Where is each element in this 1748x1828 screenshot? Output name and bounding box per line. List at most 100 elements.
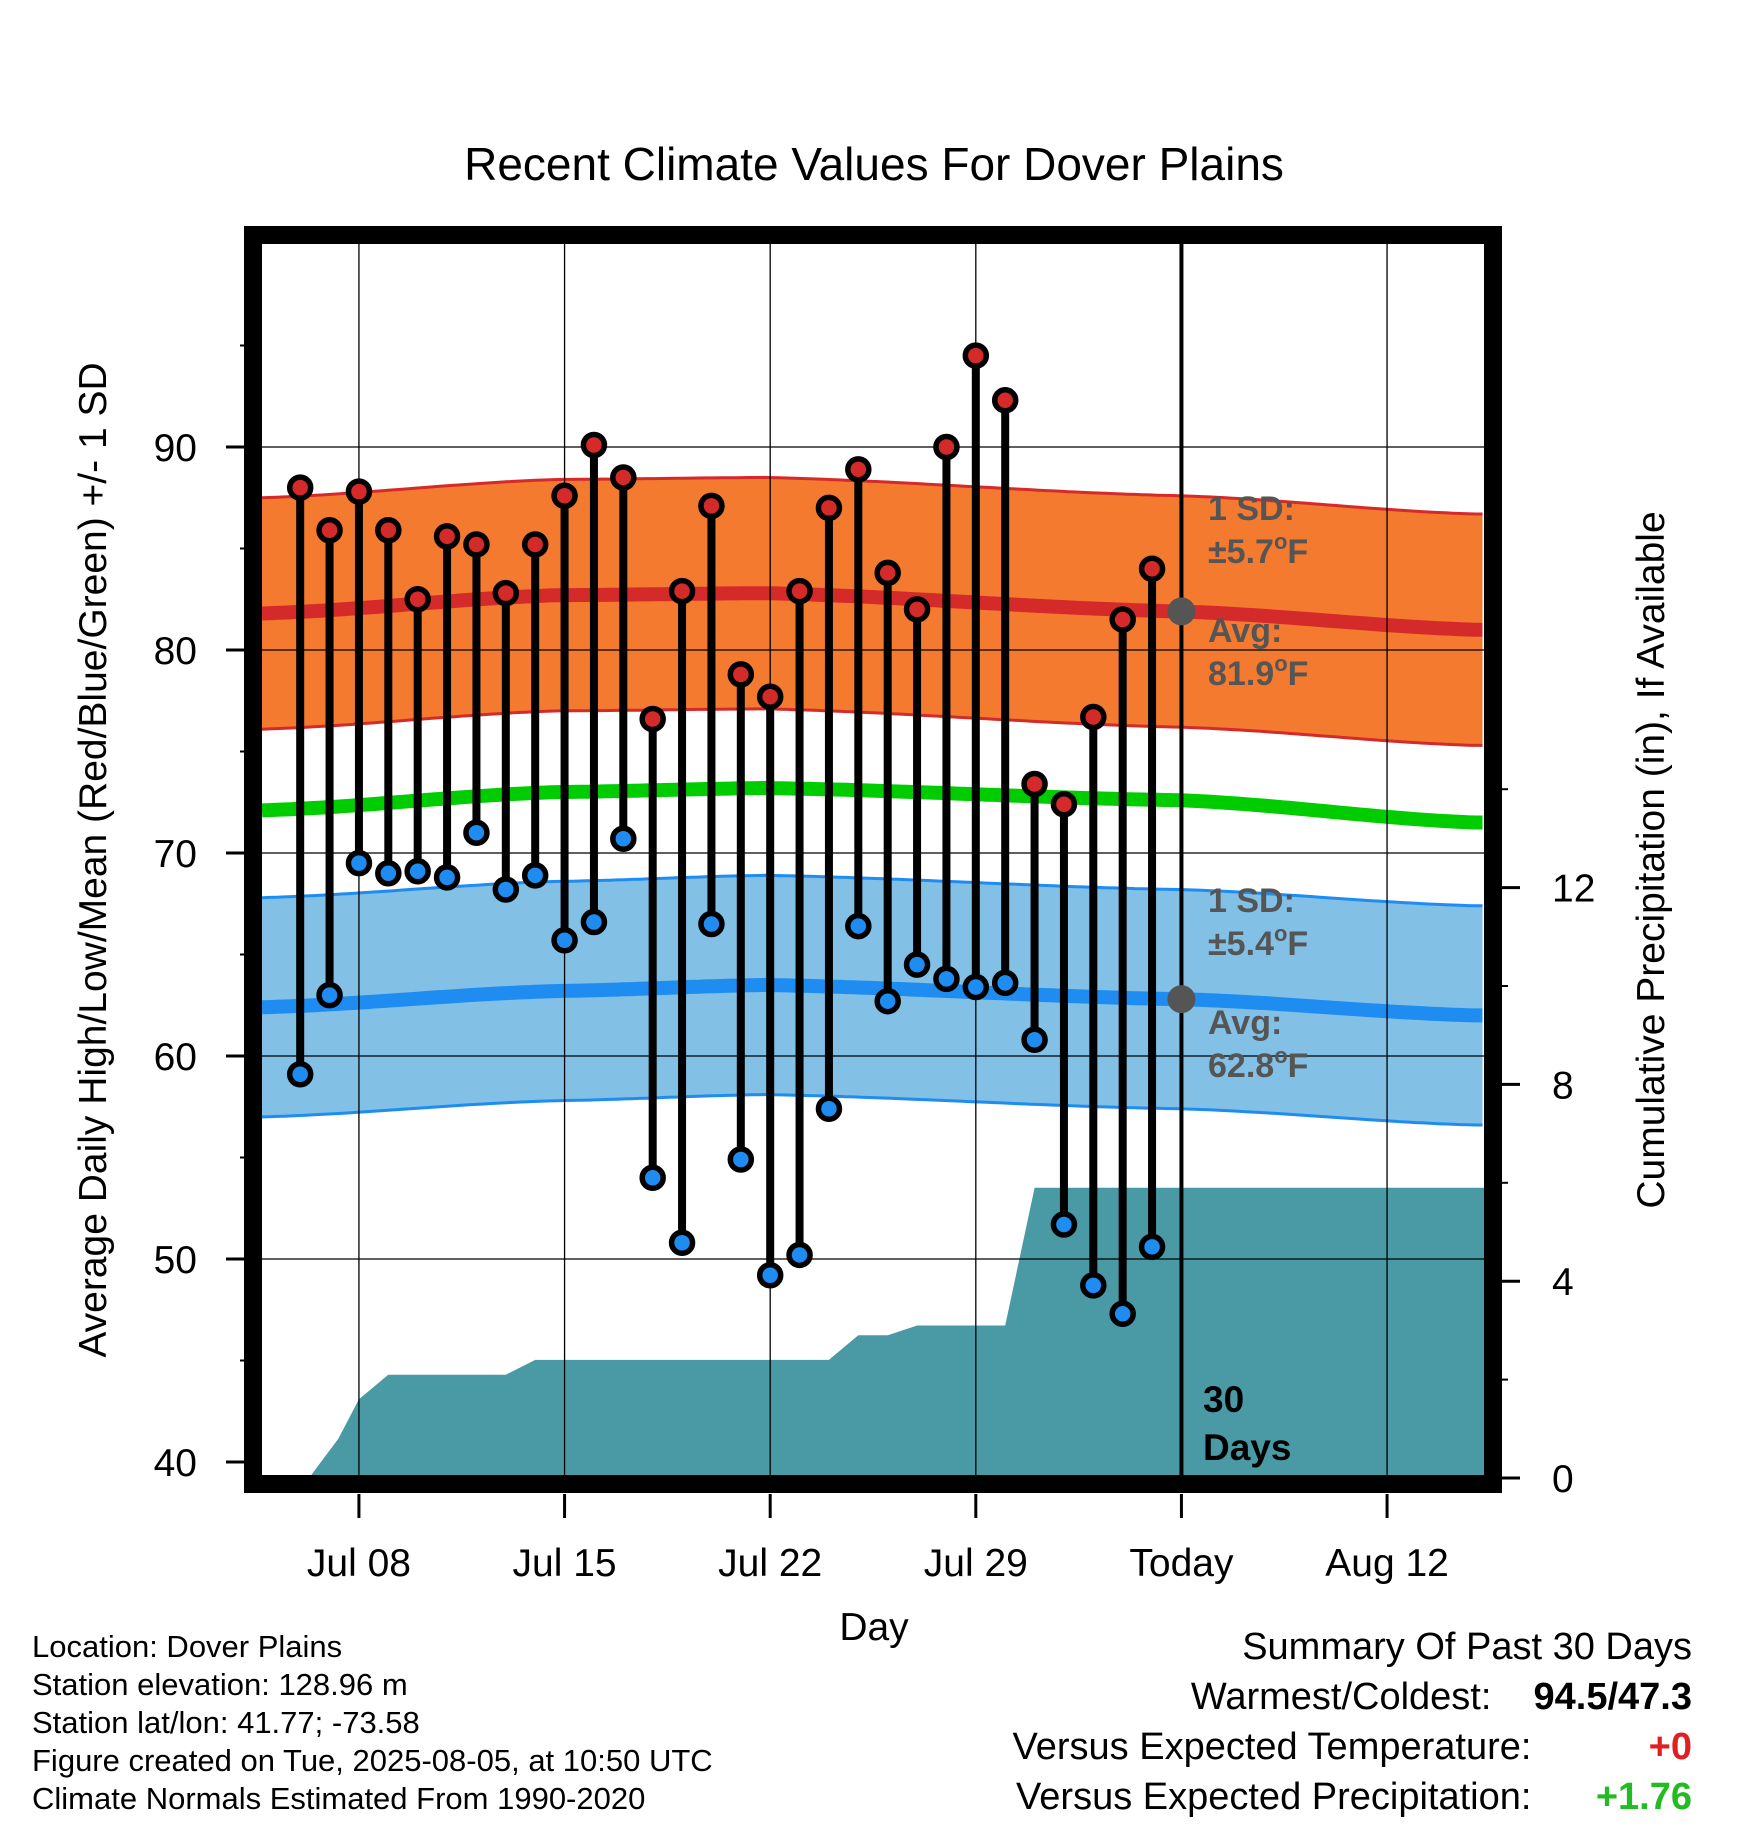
low-point: [404, 858, 431, 885]
low-avg-label: Avg:: [1208, 1004, 1282, 1042]
high-point: [463, 531, 490, 558]
precip-value: +1.76: [1595, 1776, 1692, 1818]
low-point: [286, 1061, 314, 1088]
low-point: [521, 862, 549, 889]
high-point: [1138, 555, 1166, 583]
high-point: [1080, 703, 1107, 731]
high-point: [933, 433, 960, 461]
summary-heading: Summary Of Past 30 Days: [1242, 1626, 1692, 1668]
high-point: [316, 516, 343, 544]
today-low-normal-marker: [1167, 985, 1196, 1014]
axes: 40 50 60 70 80 90 0 4 8 12 Jul 08 Jul 15 Jul 22 Jul 2…: [72, 344, 1673, 1649]
summary-panel: Summary Of Past 30 Days Warmest/Coldest:…: [1013, 1622, 1692, 1822]
high-point: [991, 387, 1019, 414]
high-sd-label: 1 SD:: [1208, 490, 1295, 528]
high-point: [521, 531, 549, 558]
latlon-text: Station lat/lon: 41.77; -73.58: [32, 1705, 420, 1740]
low-point: [786, 1241, 813, 1269]
low-point: [962, 973, 990, 1001]
high-point: [1109, 606, 1136, 633]
high-point: [639, 705, 666, 733]
plot-frame: [244, 226, 1502, 1493]
y2-tick-label-12: 12: [1552, 868, 1595, 911]
low-point: [463, 819, 490, 846]
high-point: [815, 494, 843, 522]
high-point: [375, 516, 402, 544]
station-info: Location: Dover Plains Station elevation…: [32, 1628, 713, 1818]
y2-tick-label-0: 0: [1552, 1458, 1574, 1501]
low-point: [933, 965, 960, 993]
high-sd-upper-edge: [261, 475, 1483, 516]
low-point: [375, 860, 402, 887]
low-sd-upper-edge: [261, 873, 1483, 908]
location-text: Location: Dover Plains: [32, 1629, 343, 1664]
y2-tick-label-8: 8: [1552, 1064, 1574, 1107]
low-point: [1138, 1233, 1166, 1261]
high-point: [845, 456, 872, 483]
precip-area: [282, 1187, 1484, 1478]
period-days-label: Days: [1203, 1427, 1291, 1468]
period-count-label: 30: [1203, 1379, 1244, 1420]
x-axis-label: Day: [839, 1606, 909, 1649]
created-text: Figure created on Tue, 2025-08-05, at 10…: [32, 1743, 713, 1778]
high-sd-lower-edge: [261, 707, 1483, 747]
x-tick-label-jul-15: Jul 15: [513, 1542, 617, 1585]
high-point: [286, 474, 314, 501]
high-point: [786, 577, 813, 605]
normal-low-line: [261, 977, 1483, 1023]
daily-range-stems: [296, 355, 1157, 1314]
low-point: [1109, 1300, 1136, 1328]
low-avg-value: 62.8oF: [1208, 1043, 1308, 1085]
high-point: [727, 661, 755, 688]
low-point: [316, 981, 343, 1009]
y-tick-label-60: 60: [154, 1036, 197, 1079]
precip-label: Versus Expected Precipitation:: [1016, 1776, 1532, 1818]
plot-frame-rect: [244, 226, 1502, 1493]
high-point: [1021, 770, 1048, 798]
low-point: [492, 876, 520, 903]
y-axis-label: Average Daily High/Low/Mean (Red/Blue/Gr…: [72, 362, 115, 1357]
y2-tick-label-4: 4: [1552, 1261, 1574, 1304]
normals-text: Climate Normals Estimated From 1990-2020: [32, 1781, 646, 1816]
low-sd-lower-edge: [261, 1093, 1483, 1127]
normal-mean-line: [261, 780, 1483, 830]
warm-cold-label: Warmest/Coldest:: [1190, 1676, 1492, 1718]
daily-dots: [286, 342, 1166, 1328]
high-point: [698, 492, 725, 520]
x-tick-label-jul-29: Jul 29: [924, 1542, 1028, 1585]
high-point: [874, 559, 901, 587]
today-high-normal-marker: [1167, 597, 1196, 626]
y-tick-label-90: 90: [154, 427, 197, 470]
high-point: [404, 586, 431, 613]
warm-cold-value: 94.5/47.3: [1533, 1676, 1692, 1718]
low-point: [551, 927, 578, 954]
low-point: [580, 908, 608, 936]
y-tick-label-80: 80: [154, 630, 197, 673]
low-point: [433, 864, 461, 891]
y-tick-label-70: 70: [154, 833, 197, 876]
low-point: [845, 912, 872, 940]
low-point: [815, 1095, 843, 1123]
low-point: [727, 1146, 755, 1173]
cumulative-precip-area: [282, 1187, 1484, 1478]
x-tick-label-today: Today: [1129, 1542, 1234, 1585]
high-point: [903, 596, 931, 623]
high-point: [756, 683, 784, 710]
low-point: [1050, 1211, 1078, 1238]
high-point: [580, 431, 608, 459]
low-point: [639, 1164, 666, 1192]
low-point: [345, 849, 373, 877]
high-point: [492, 579, 520, 607]
high-point: [962, 342, 990, 369]
elevation-text: Station elevation: 128.96 m: [32, 1667, 408, 1702]
high-sd-value: ±5.7oF: [1208, 529, 1308, 571]
low-point: [756, 1261, 784, 1289]
y-tick-label-40: 40: [154, 1442, 197, 1485]
low-point: [903, 951, 931, 978]
low-sd-label: 1 SD:: [1208, 882, 1295, 920]
y-tick-label-50: 50: [154, 1239, 197, 1282]
high-point: [345, 478, 373, 505]
temp-label: Versus Expected Temperature:: [1012, 1726, 1532, 1768]
